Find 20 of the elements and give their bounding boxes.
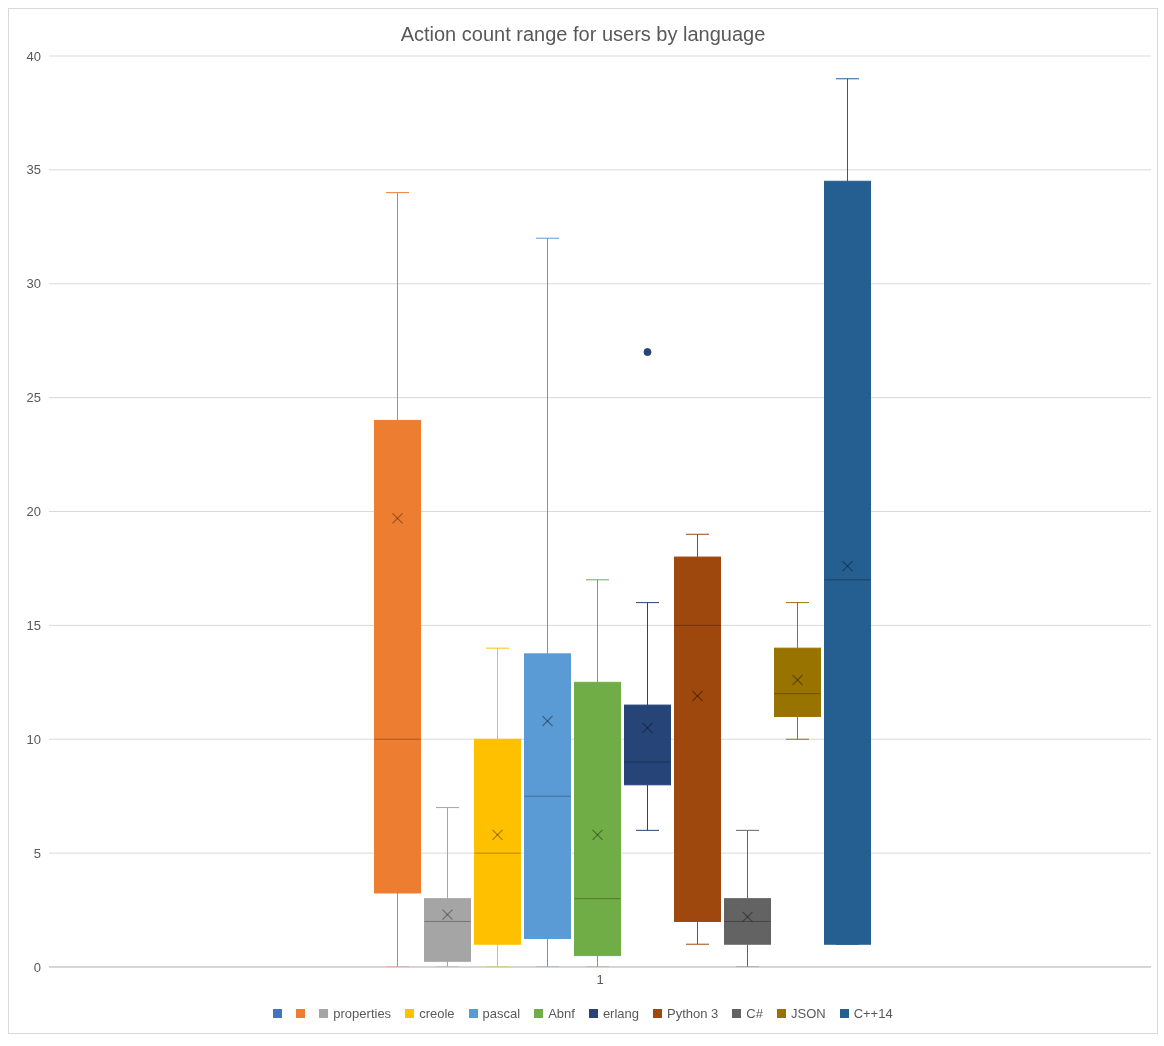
y-tick-label: 20 [26,504,41,520]
y-tick-label: 10 [26,731,41,747]
y-tick-label: 15 [26,617,41,633]
legend-label: Abnf [548,1006,575,1021]
legend-label: JSON [790,1006,826,1021]
y-tick-label: 0 [33,959,41,975]
y-tick-label: 30 [26,276,41,292]
legend-label: properties [333,1006,392,1021]
legend-label: C++14 [853,1006,893,1021]
y-tick-label: 35 [26,162,41,178]
legend-label: erlang [602,1006,640,1021]
legend-label: creole [419,1006,455,1021]
x-tick-label: 1 [596,972,604,988]
legend-label: pascal [482,1006,521,1021]
y-tick-label: 40 [26,48,41,64]
legend-label: Python 3 [667,1006,719,1021]
legend-label: C# [746,1006,763,1021]
chart-title: Action count range for users by language [399,23,767,46]
y-tick-label: 5 [33,845,41,861]
y-tick-label: 25 [26,390,41,406]
